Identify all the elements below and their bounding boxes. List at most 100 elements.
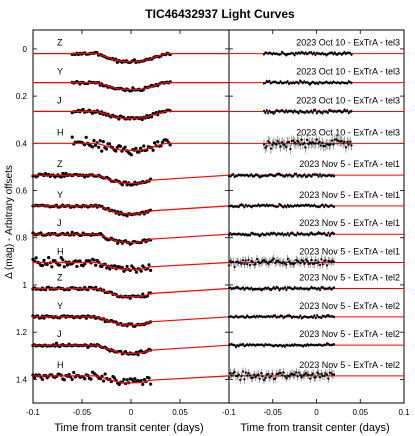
residual-point — [258, 235, 261, 238]
residual-point — [295, 371, 298, 374]
residual-point — [318, 205, 322, 208]
data-point — [114, 149, 118, 153]
data-point — [100, 149, 104, 153]
residual-point — [347, 111, 350, 115]
residual-point — [281, 314, 284, 318]
residual-point — [257, 174, 260, 178]
residual-point — [250, 173, 253, 176]
data-point — [47, 256, 51, 260]
residual-point — [313, 203, 316, 207]
x-axis-label-right: Time from transit center (days) — [240, 422, 389, 434]
residual-point — [283, 204, 287, 207]
residual-point — [305, 109, 309, 113]
residual-point — [229, 372, 232, 375]
residual-point — [282, 371, 285, 374]
residual-point — [310, 258, 313, 262]
residual-point — [292, 52, 295, 55]
residual-point — [323, 205, 326, 209]
residual-point — [317, 175, 320, 178]
data-point — [129, 153, 133, 157]
data-point — [98, 377, 103, 381]
residual-point — [343, 140, 346, 143]
x-tick-label: 0.05 — [172, 408, 188, 417]
transit-model-line — [33, 233, 230, 244]
residual-point — [282, 316, 285, 319]
residual-point — [308, 83, 311, 86]
residual-point — [316, 371, 319, 374]
residual-point — [233, 370, 236, 374]
residual-point — [276, 140, 279, 143]
residual-point — [304, 371, 308, 375]
residual-point — [321, 286, 324, 289]
residual-point — [279, 53, 282, 56]
residual-point — [257, 373, 260, 376]
residual-point — [286, 203, 289, 207]
residual-point — [319, 144, 323, 147]
filter-label: J — [57, 329, 62, 339]
residual-point — [232, 260, 235, 263]
residual-point — [310, 231, 313, 234]
data-point — [92, 138, 96, 143]
residual-point — [250, 286, 253, 290]
residual-point — [323, 374, 326, 377]
residual-point — [248, 234, 252, 237]
residual-point — [342, 110, 345, 113]
residual-point — [285, 288, 288, 292]
residual-point — [293, 262, 296, 265]
panel-frame — [228, 29, 405, 404]
residual-point — [227, 376, 231, 379]
residual-point — [278, 289, 281, 292]
residual-point — [340, 53, 343, 56]
residual-point — [289, 147, 292, 151]
residual-point — [303, 262, 306, 265]
residual-point — [300, 138, 303, 141]
residual-point — [274, 110, 277, 113]
residual-point — [307, 234, 310, 237]
residual-point — [332, 232, 336, 235]
residual-point — [321, 51, 324, 55]
residual-point — [260, 261, 263, 264]
data-point — [45, 262, 49, 267]
residual-point — [343, 51, 346, 54]
residual-point — [304, 258, 308, 261]
residual-point — [283, 345, 287, 348]
residual-point — [307, 203, 310, 206]
residual-point — [247, 258, 250, 261]
residual-point — [244, 371, 247, 374]
residual-point — [271, 258, 274, 262]
residual-point — [289, 315, 292, 318]
residual-point — [299, 314, 302, 317]
data-point — [149, 382, 153, 386]
residual-point — [328, 286, 331, 289]
residual-point — [264, 146, 267, 149]
data-point — [134, 270, 139, 274]
residual-point — [290, 110, 293, 113]
residual-point — [285, 233, 288, 236]
residual-point — [264, 233, 267, 237]
residual-point — [271, 287, 274, 290]
residual-point — [330, 261, 333, 264]
filter-label: J — [57, 95, 62, 105]
x-tick-label: -0.05 — [73, 408, 92, 417]
residual-point — [332, 205, 336, 209]
residual-point — [314, 53, 317, 57]
data-point — [72, 370, 76, 375]
x-tick-label: 0.1 — [398, 408, 410, 417]
residual-point — [307, 142, 310, 146]
data-point — [42, 258, 46, 262]
residual-point — [292, 287, 295, 291]
residual-point — [327, 377, 330, 380]
residual-point — [293, 54, 296, 57]
residual-point — [306, 260, 309, 263]
residual-point — [241, 370, 245, 373]
data-point — [168, 143, 172, 147]
residual-point — [253, 175, 256, 178]
data-point — [84, 135, 88, 139]
data-point — [70, 230, 74, 235]
residual-point — [265, 261, 268, 264]
residual-point — [262, 109, 266, 113]
panel-right: -0.1 -0.05 0 0.05 0.1 2023 Oct 10 - ExTrA - t… — [222, 29, 410, 417]
residual-point — [233, 265, 236, 269]
data-point — [123, 145, 127, 149]
residual-point — [330, 51, 334, 54]
